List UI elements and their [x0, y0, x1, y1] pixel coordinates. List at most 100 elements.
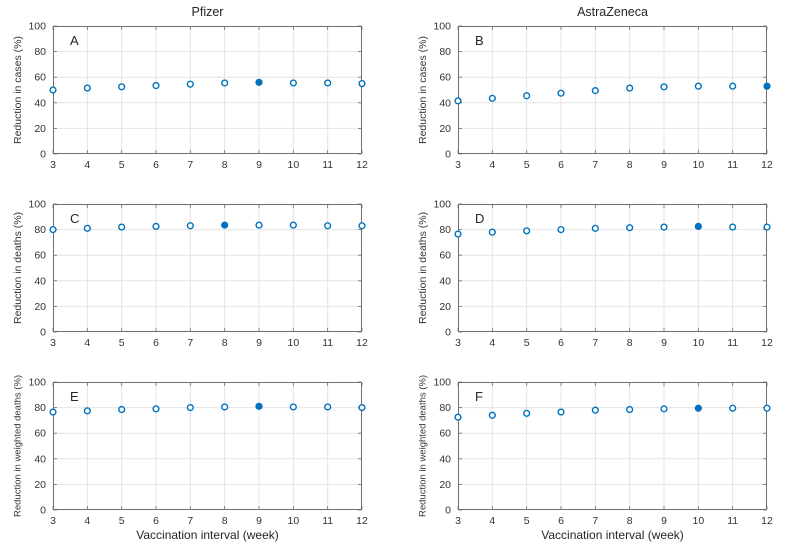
data-point	[488, 411, 496, 419]
x-tick-label: 12	[761, 159, 773, 171]
data-point	[358, 222, 366, 230]
y-tick-label: 0	[445, 327, 451, 339]
panel-title	[458, 361, 767, 377]
y-tick-label: 100	[433, 21, 451, 33]
data-point	[49, 86, 57, 94]
y-tick-label: 0	[40, 149, 46, 161]
data-point	[49, 408, 57, 416]
axes-box	[458, 204, 767, 332]
column-title-astrazeneca: AstraZeneca	[577, 5, 648, 19]
x-tick-label: 8	[627, 337, 633, 349]
y-tick-label: 40	[34, 275, 46, 287]
data-point	[454, 97, 462, 105]
data-point	[488, 94, 496, 102]
axes-box	[53, 26, 362, 154]
x-tick-label: 12	[356, 337, 368, 349]
data-point	[454, 230, 462, 238]
plot-area-b: 3 4 5 6 7 8 9 10 11 12 0 20 40 60 80 100	[433, 21, 773, 172]
x-tick-label: 9	[256, 515, 262, 527]
panel-title	[53, 361, 362, 377]
plot-area-f: 3 4 5 6 7 8 9 10 11 12 0 20 40 60 80 100	[433, 377, 773, 528]
y-tick-label: 20	[34, 301, 46, 313]
x-tick-label: 8	[627, 515, 633, 527]
x-tick-label: 3	[50, 337, 56, 349]
x-tick-label: 4	[84, 515, 90, 527]
x-tick-label: 3	[455, 159, 461, 171]
data-point	[626, 84, 634, 92]
y-tick-label: 60	[439, 72, 451, 84]
data-point	[557, 408, 565, 416]
x-tick-label: 5	[119, 159, 125, 171]
y-tick-label: 80	[34, 46, 46, 58]
data-point	[729, 82, 737, 90]
y-axis-label: Reduction in deaths (%)	[12, 211, 24, 325]
x-tick-label: 10	[692, 337, 704, 349]
y-axis-label: Reduction in weighted deaths (%)	[417, 374, 429, 518]
panel-letter: A	[70, 33, 79, 48]
y-tick-label: 60	[34, 250, 46, 262]
y-tick-label: 60	[439, 250, 451, 262]
data-point	[591, 406, 599, 414]
y-tick-label: 40	[439, 275, 451, 287]
x-tick-label: 11	[322, 159, 333, 171]
data-point	[324, 403, 332, 411]
x-axis-label: Vaccination interval (week)	[136, 528, 279, 542]
plot-area-d: 3 4 5 6 7 8 9 10 11 12 0 20 40 60 80 100	[433, 199, 773, 350]
data-point	[694, 82, 702, 90]
data-point	[591, 224, 599, 232]
x-tick-label: 5	[524, 515, 530, 527]
y-tick-label: 100	[433, 199, 451, 211]
y-tick-label: 20	[439, 479, 451, 491]
y-tick-label: 40	[34, 97, 46, 109]
x-tick-label: 11	[322, 515, 333, 527]
x-tick-label: 7	[592, 159, 598, 171]
x-tick-label: 11	[727, 337, 738, 349]
x-tick-label: 11	[727, 159, 738, 171]
x-tick-label: 5	[524, 159, 530, 171]
data-point	[454, 413, 462, 421]
data-point	[152, 81, 160, 90]
x-tick-label: 11	[322, 337, 333, 349]
data-point	[118, 223, 126, 231]
panel-letter: C	[70, 211, 80, 226]
data-point	[729, 404, 737, 412]
y-tick-label: 100	[28, 21, 46, 33]
data-point-filled	[694, 404, 702, 412]
y-tick-label: 80	[439, 402, 451, 414]
data-point	[660, 405, 668, 413]
y-tick-label: 80	[439, 46, 451, 58]
panel-letter: E	[70, 389, 79, 404]
axes-box	[458, 26, 767, 154]
x-tick-label: 4	[489, 159, 495, 171]
data-point	[83, 84, 91, 92]
x-tick-label: 7	[187, 159, 193, 171]
data-point	[186, 222, 194, 230]
x-tick-label: 6	[558, 515, 564, 527]
panel-letter: D	[475, 211, 485, 226]
x-tick-label: 8	[627, 159, 633, 171]
x-tick-label: 7	[187, 515, 193, 527]
panel-letter: B	[475, 33, 484, 48]
y-tick-label: 80	[34, 402, 46, 414]
x-tick-label: 5	[524, 337, 530, 349]
data-point	[488, 228, 496, 236]
x-tick-label: 8	[222, 337, 228, 349]
x-tick-label: 7	[592, 337, 598, 349]
y-tick-label: 0	[40, 327, 46, 339]
data-point	[729, 223, 737, 231]
data-point	[626, 224, 634, 232]
data-point	[557, 89, 565, 97]
axes-box	[458, 382, 767, 510]
y-tick-label: 20	[439, 301, 451, 313]
x-tick-label: 8	[222, 515, 228, 527]
data-point	[152, 405, 160, 413]
x-tick-label: 7	[592, 515, 598, 527]
x-tick-label: 9	[256, 159, 262, 171]
data-point	[289, 79, 297, 87]
axes-box	[53, 204, 362, 332]
x-tick-label: 10	[287, 159, 299, 171]
x-tick-label: 3	[455, 337, 461, 349]
data-point-filled	[694, 222, 702, 231]
plot-area-e: 3 4 5 6 7 8 9 10 11 12 0 20 40 60 80 100	[28, 377, 368, 528]
